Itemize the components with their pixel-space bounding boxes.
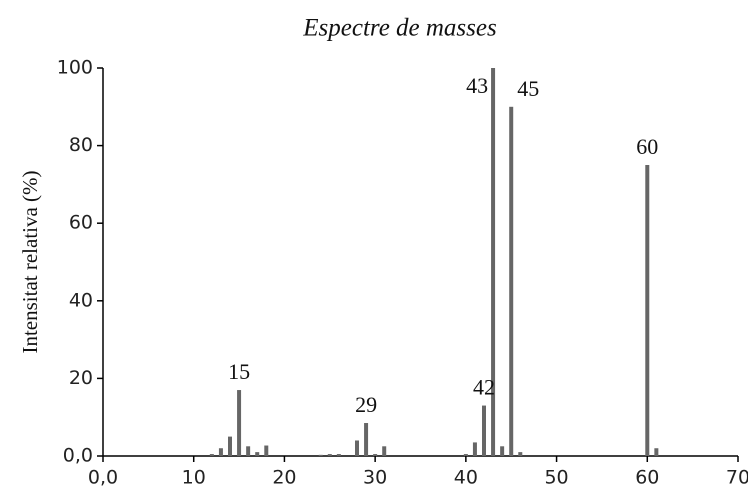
peak bbox=[482, 405, 486, 456]
peak bbox=[463, 454, 468, 456]
x-tick-label: 10 bbox=[182, 467, 206, 489]
x-tick-label: 40 bbox=[454, 467, 478, 489]
peak bbox=[373, 454, 378, 456]
peak bbox=[491, 68, 496, 456]
peak bbox=[318, 454, 323, 456]
peak-label: 15 bbox=[228, 359, 250, 384]
peak bbox=[645, 165, 650, 456]
peak bbox=[327, 454, 332, 456]
peak bbox=[355, 440, 359, 456]
peak bbox=[264, 445, 269, 456]
peak bbox=[382, 446, 387, 456]
peak bbox=[500, 446, 505, 456]
peak-label: 45 bbox=[517, 76, 539, 101]
y-tick-label: 0,0 bbox=[63, 445, 93, 467]
peak bbox=[237, 390, 242, 456]
peak bbox=[255, 452, 260, 456]
y-tick-label: 60 bbox=[69, 212, 93, 234]
x-tick-label: 50 bbox=[544, 467, 568, 489]
peak bbox=[246, 446, 251, 456]
peak bbox=[472, 442, 477, 456]
peak-label: 29 bbox=[355, 392, 377, 417]
peak bbox=[228, 436, 232, 456]
y-tick-label: 40 bbox=[69, 289, 93, 311]
y-tick-label: 20 bbox=[69, 367, 93, 389]
peak bbox=[336, 454, 341, 456]
peak-label: 60 bbox=[636, 134, 658, 159]
x-tick-label: 70 bbox=[726, 467, 748, 489]
chart-title: Espectre de masses bbox=[302, 15, 496, 42]
peak bbox=[218, 448, 223, 456]
peak bbox=[509, 106, 514, 457]
y-tick-label: 80 bbox=[69, 134, 93, 156]
peak bbox=[364, 423, 369, 456]
x-tick-label: 0,0 bbox=[88, 467, 118, 489]
peak bbox=[518, 452, 523, 456]
peak bbox=[209, 454, 214, 456]
y-tick-label: 100 bbox=[57, 57, 93, 79]
x-tick-label: 20 bbox=[272, 467, 296, 489]
y-axis-label: Intensitat relativa (%) bbox=[18, 170, 42, 353]
peak bbox=[654, 448, 659, 456]
peak-label: 42 bbox=[473, 375, 495, 400]
x-tick-label: 30 bbox=[363, 467, 387, 489]
peak-label: 43 bbox=[466, 73, 488, 98]
x-tick-label: 60 bbox=[635, 467, 659, 489]
